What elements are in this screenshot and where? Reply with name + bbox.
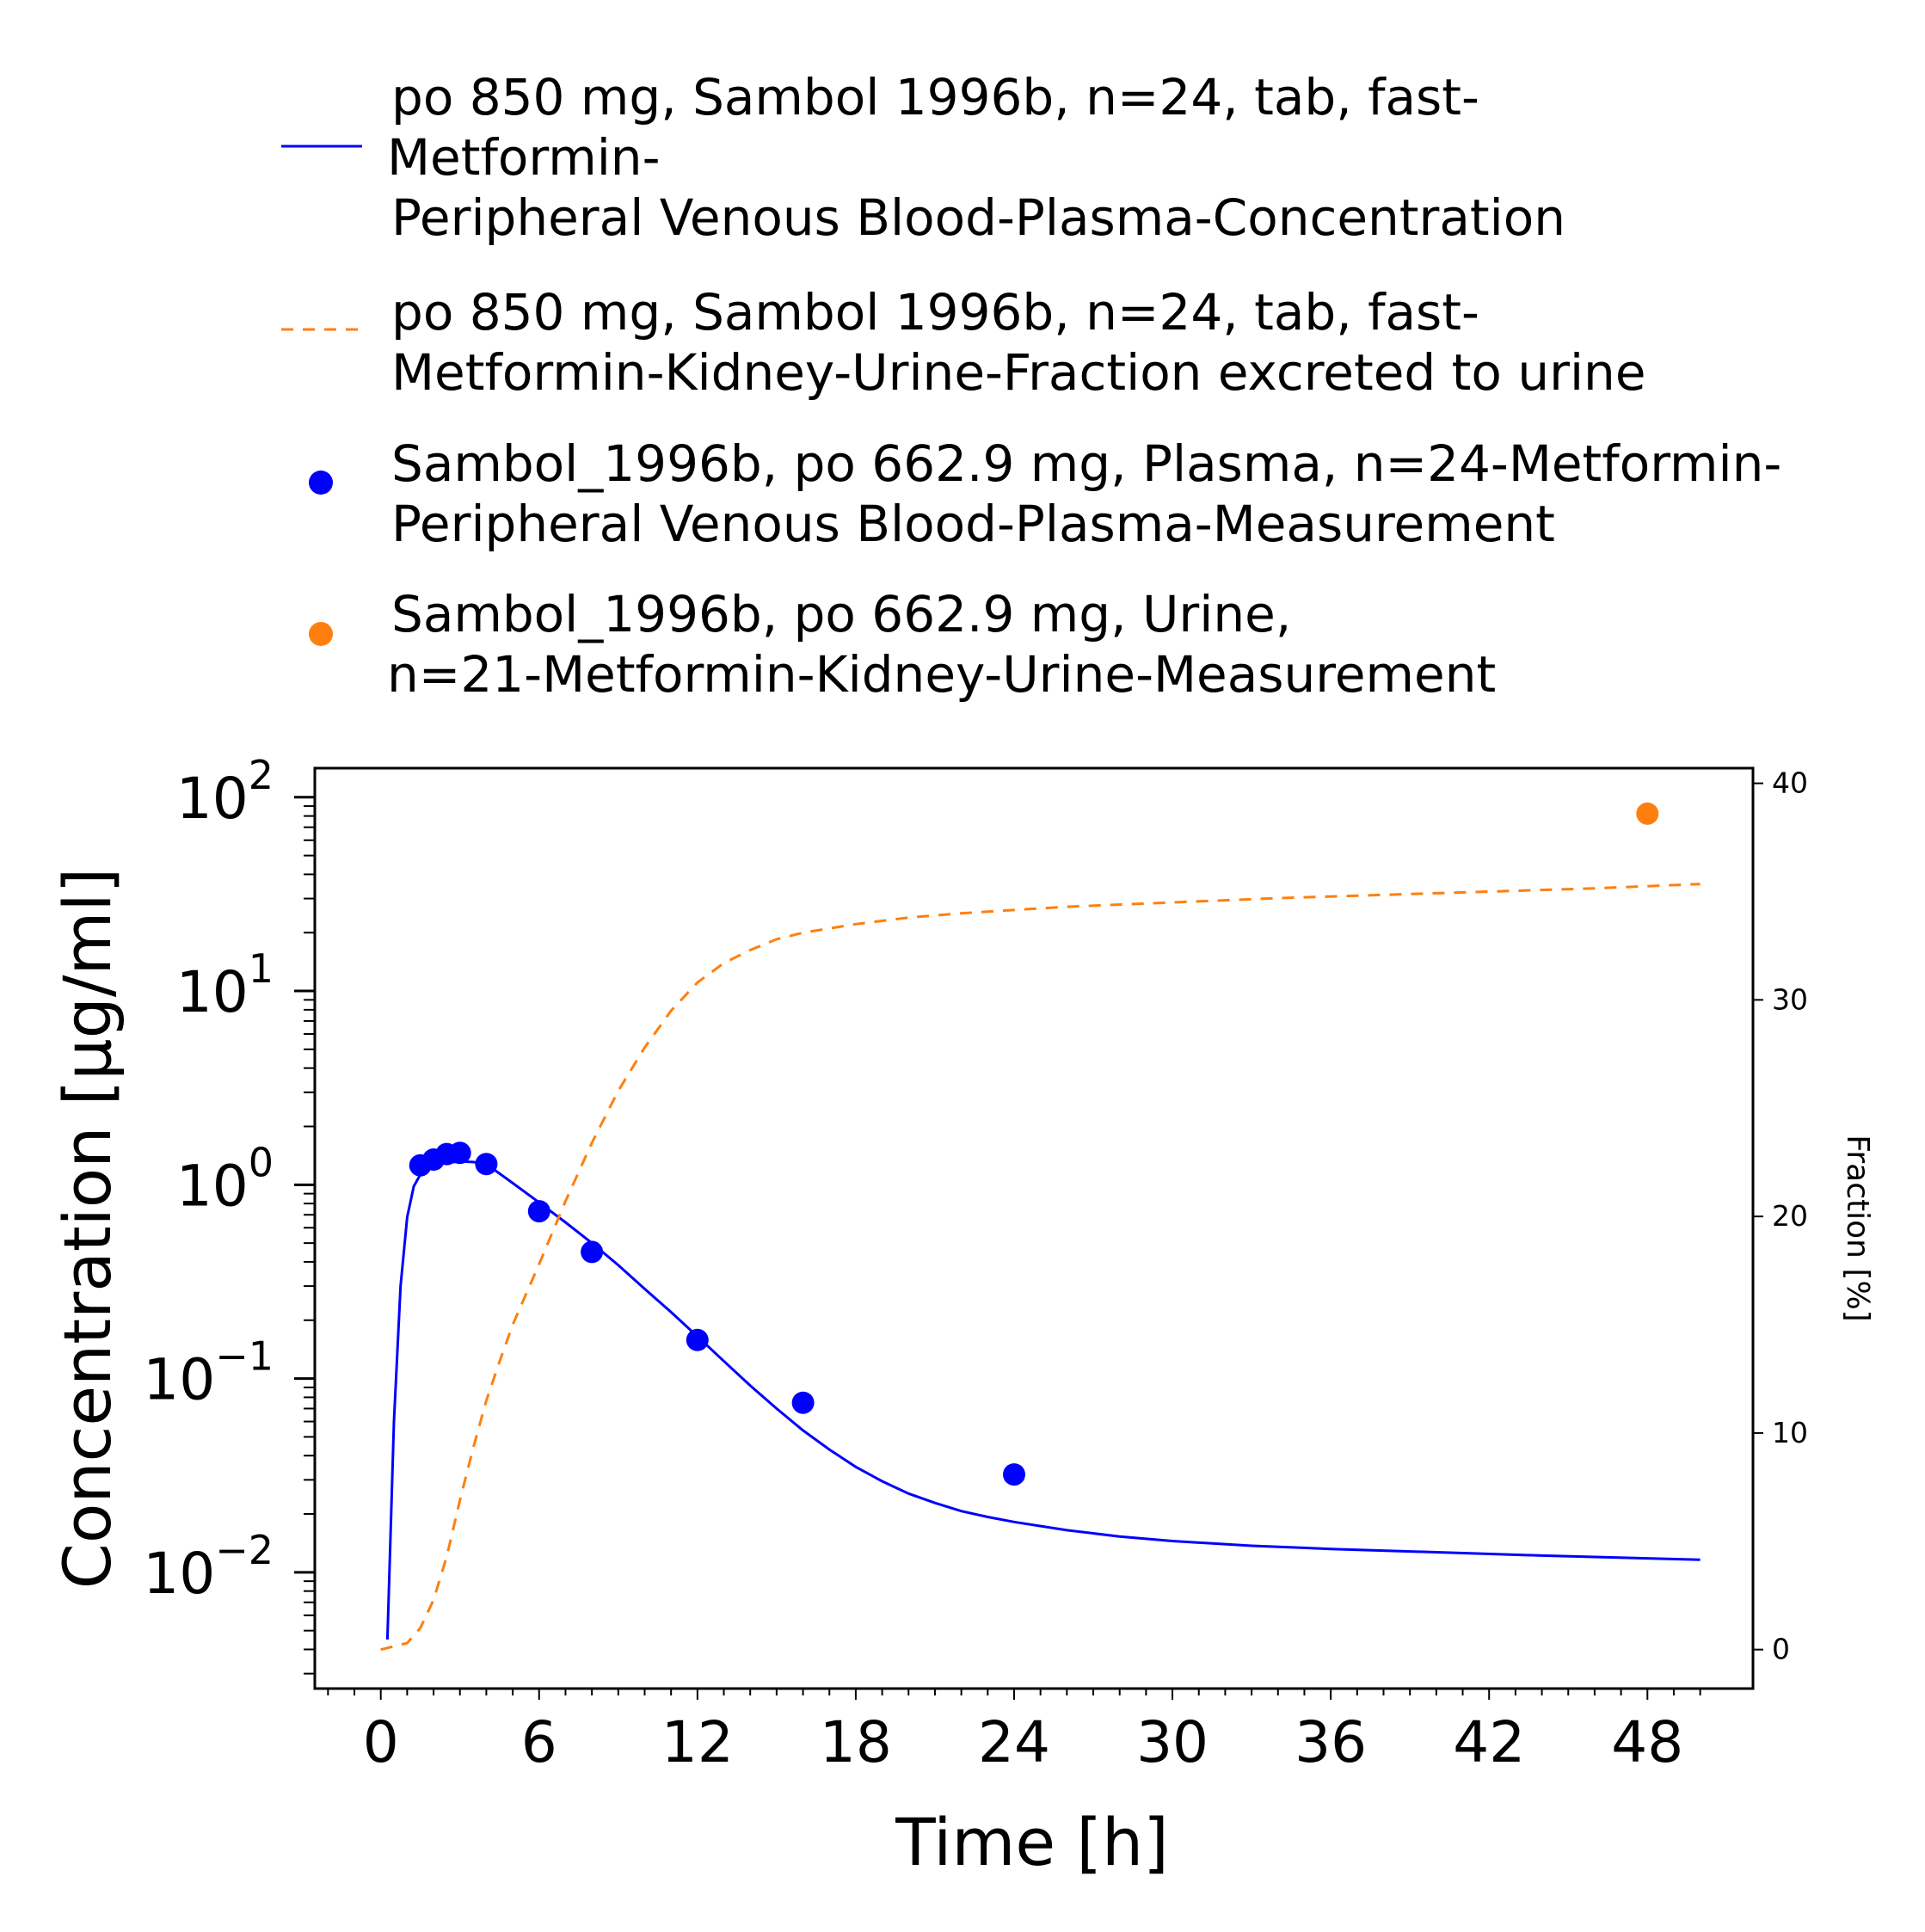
legend-entry-simulated-plasma-line-2: Metformin- [387,128,661,187]
y2-tick-label: 20 [1772,1199,1808,1233]
x-tick-label: 36 [1295,1709,1367,1775]
data-point-series-2-6 [581,1240,604,1264]
data-point-series-2-3 [448,1141,471,1165]
y-tick-label: 10−1 [143,1333,274,1413]
legend-entry-simulated-urine-line-2: Metformin-Kidney-Urine-Fraction excreted… [391,343,1646,402]
legend-entry-observed-urine-line-1: Sambol_1996b, po 662.9 mg, Urine, [391,585,1291,643]
y2-tick-label: 0 [1772,1633,1790,1666]
y-tick-label: 10−2 [143,1527,274,1607]
x-tick-label: 18 [820,1709,892,1775]
y2-tick-label: 10 [1772,1416,1808,1449]
legend-entry-observed-plasma-line-1: Sambol_1996b, po 662.9 mg, Plasma, n=24-… [391,434,1781,493]
data-point-series-2-8 [791,1391,815,1414]
legend-entry-simulated-plasma-line-3: Peripheral Venous Blood-Plasma-Concentra… [391,188,1565,247]
chart-marks [380,802,1701,1652]
y2-tick-label: 30 [1772,982,1808,1016]
x-tick-label: 0 [363,1709,399,1775]
x-tick-label: 42 [1453,1709,1525,1775]
y-axis-left: 102 101 100 10−1 10−2 [143,752,315,1675]
legend: po 850 mg, Sambol 1996b, n=24, tab, fast… [281,68,1781,704]
x-tick-label: 48 [1611,1709,1683,1775]
legend-entry-observed-urine-line-2: n=21-Metformin-Kidney-Urine-Measurement [387,645,1496,704]
x-axis: 0 6 12 18 24 30 36 42 48 [327,1689,1701,1775]
legend-swatch-observed-urine [309,622,333,646]
y-axis-right: 0 10 20 30 40 [1753,766,1808,1666]
x-tick-label: 24 [978,1709,1050,1775]
data-point-series-2-4 [475,1153,498,1176]
data-point-series-3-0 [1636,802,1659,825]
y-tick-label: 101 [176,945,274,1025]
y-tick-label: 102 [176,752,274,832]
legend-entry-simulated-plasma-line-1: po 850 mg, Sambol 1996b, n=24, tab, fast… [391,68,1479,126]
y2-tick-label: 40 [1772,766,1808,800]
legend-entry-observed-plasma-line-2: Peripheral Venous Blood-Plasma-Measureme… [391,495,1555,553]
y-axis-label: Concentration [µg/ml] [49,868,126,1589]
x-axis-label: Time [h] [895,1804,1169,1880]
data-point-series-2-7 [686,1328,709,1351]
y2-axis-label: Fraction [%] [1840,1135,1875,1321]
data-point-series-2-9 [1003,1463,1025,1486]
x-tick-label: 6 [521,1709,557,1775]
data-point-series-2-5 [527,1200,550,1223]
legend-swatch-observed-plasma [309,471,333,495]
legend-entry-simulated-urine-line-1: po 850 mg, Sambol 1996b, n=24, tab, fast… [391,283,1479,341]
x-tick-label: 30 [1136,1709,1209,1775]
x-tick-label: 12 [661,1709,734,1775]
y-tick-label: 100 [176,1139,274,1219]
